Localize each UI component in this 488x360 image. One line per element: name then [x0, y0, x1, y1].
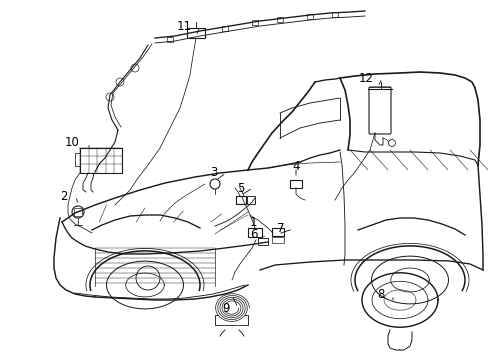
Bar — [236, 196, 245, 204]
Bar — [75, 153, 80, 166]
Text: 3: 3 — [210, 166, 218, 180]
Text: 8: 8 — [377, 288, 384, 302]
Bar — [271, 237, 284, 243]
Bar — [186, 28, 204, 38]
Bar — [247, 228, 262, 237]
Bar — [251, 20, 258, 25]
Text: 1: 1 — [249, 216, 256, 229]
Bar — [331, 12, 337, 17]
Bar — [167, 37, 173, 42]
Bar — [192, 31, 198, 36]
Text: 5: 5 — [237, 181, 244, 194]
Text: 7: 7 — [277, 222, 285, 235]
Text: 12: 12 — [358, 72, 373, 85]
Bar — [74, 208, 82, 216]
Bar — [258, 238, 267, 245]
Bar — [306, 14, 312, 19]
Bar — [289, 180, 302, 188]
Text: 9: 9 — [222, 302, 229, 315]
Bar — [271, 228, 284, 236]
Text: 10: 10 — [65, 136, 80, 149]
Text: 2: 2 — [61, 189, 68, 202]
FancyBboxPatch shape — [368, 87, 390, 134]
Bar — [276, 17, 283, 22]
Text: 6: 6 — [250, 228, 258, 240]
Bar — [222, 26, 227, 31]
Bar — [246, 196, 254, 204]
Text: 11: 11 — [177, 21, 192, 33]
Text: 4: 4 — [292, 161, 299, 174]
Bar — [80, 148, 122, 173]
